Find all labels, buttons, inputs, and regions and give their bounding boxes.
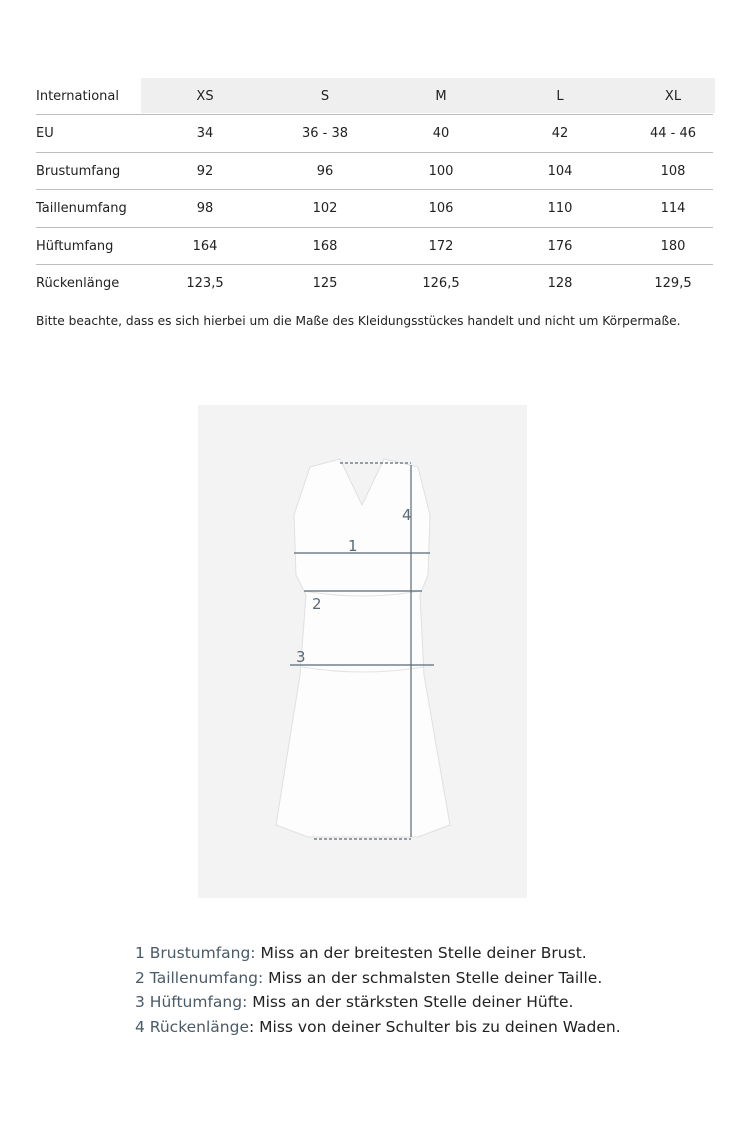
cell-value: 110: [547, 201, 573, 217]
row-label: Taillenumfang: [36, 201, 127, 217]
cell-value: 104: [547, 163, 573, 179]
size-note: Bitte beachte, dass es sich hierbei um d…: [36, 314, 681, 328]
marker-1: 1: [348, 537, 358, 555]
row-label: EU: [36, 126, 54, 142]
marker-4: 4: [402, 506, 412, 524]
cell-value: 125: [312, 275, 338, 291]
cell-value: 126,5: [422, 275, 460, 291]
legend-item: 3 Hüftumfang: Miss an der stärksten Stel…: [135, 993, 574, 1011]
cell-value: 40: [432, 126, 450, 142]
legend-item: 4 Rückenlänge: Miss von deiner Schulter …: [135, 1017, 621, 1036]
cell-value: 42: [551, 126, 569, 142]
cell-value: 129,5: [654, 275, 692, 291]
size-m: M: [435, 89, 447, 104]
row-label: Hüftumfang: [36, 238, 114, 254]
table-row: Hüftumfang 164 168 172 176 180: [36, 228, 713, 265]
table-row: Rückenlänge 123,5 125 126,5 128 129,5: [36, 265, 713, 301]
marker-3: 3: [296, 648, 306, 666]
cell-value: 106: [428, 201, 454, 217]
legend-item: 1 Brustumfang: Miss an der breitesten St…: [135, 944, 587, 962]
size-l: L: [556, 89, 564, 104]
size-xl: XL: [664, 89, 682, 104]
cell-value: 108: [660, 163, 686, 179]
dress-measurement-image: 1 2 3 4: [198, 405, 527, 898]
size-s: S: [320, 89, 330, 104]
row-label: Brustumfang: [36, 163, 121, 179]
cell-value: 128: [547, 275, 573, 291]
marker-2: 2: [312, 595, 322, 613]
measurement-legend: 1 Brustumfang: Miss an der breitesten St…: [135, 941, 621, 1039]
cell-value: 102: [312, 201, 338, 217]
cell-value: 180: [660, 238, 686, 254]
cell-value: 98: [196, 201, 214, 217]
cell-value: 114: [660, 201, 686, 217]
legend-item: 2 Taillenumfang: Miss an der schmalsten …: [135, 968, 603, 987]
cell-value: 172: [428, 238, 454, 254]
cell-value: 164: [192, 238, 218, 254]
cell-value: 168: [312, 238, 338, 254]
cell-value: 100: [428, 163, 454, 179]
table-row: Brustumfang 92 96 100 104 108: [36, 153, 713, 191]
cell-value: 44 - 46: [649, 126, 697, 142]
size-table: International XS S M L XL EU 34 36 - 38 40 4…: [36, 78, 715, 301]
row-label: Rückenlänge: [36, 275, 120, 291]
header-background: [141, 78, 715, 113]
cell-value: 36 - 38: [301, 126, 349, 142]
header-label: International: [36, 89, 119, 104]
table-row: Taillenumfang 98 102 106 110 114: [36, 190, 713, 228]
cell-value: 92: [196, 163, 214, 179]
size-xs: XS: [196, 89, 214, 104]
cell-value: 96: [316, 163, 334, 179]
cell-value: 34: [196, 126, 214, 142]
table-row: EU 34 36 - 38 40 42 44 - 46: [36, 115, 713, 153]
cell-value: 123,5: [186, 275, 224, 291]
cell-value: 176: [547, 238, 573, 254]
table-header-row: International XS S M L XL: [36, 78, 713, 116]
